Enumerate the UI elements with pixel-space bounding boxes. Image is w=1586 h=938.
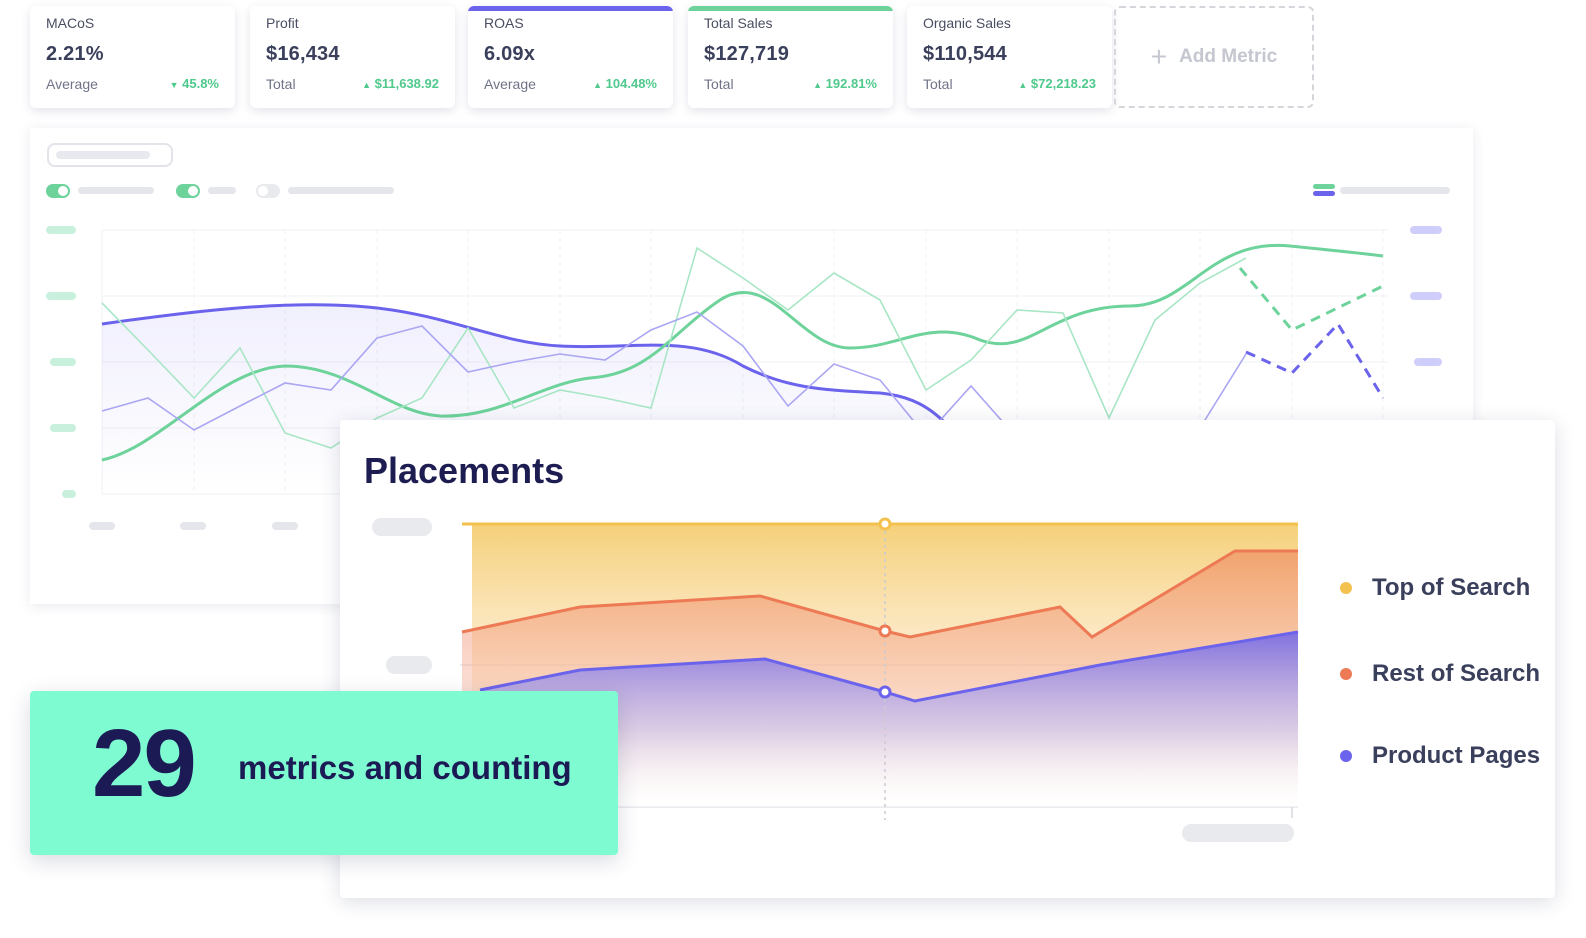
metric-delta: ▼ 45.8% [169,76,219,91]
legend-label: Top of Search [1372,574,1531,601]
plus-icon: + [1150,41,1168,72]
arrow-up-icon: ▲ [813,80,823,90]
metric-sub: Average [484,76,536,92]
legend-label: Product Pages [1372,742,1541,769]
metric-value: $16,434 [266,43,340,65]
legend-dot [1340,582,1352,594]
series-toggle[interactable] [256,184,394,198]
placements-chart [372,517,1299,842]
hover-point[interactable] [878,624,892,638]
arrow-down-icon: ▼ [169,80,179,90]
metric-sub: Total [923,76,953,92]
metric-label: Organic Sales [923,15,1011,31]
legend-item-top-of-search[interactable]: Top of Search [1340,574,1540,602]
legend-dot [1340,668,1352,680]
placements-title: Placements [364,450,565,491]
metric-sub: Total [704,76,734,92]
accent-bar [468,6,673,11]
metric-delta: ▲ $72,218.23 [1018,76,1096,91]
metric-value: 6.09x [484,43,536,65]
metric-delta: ▲ 192.81% [813,76,877,91]
series-toggle[interactable] [46,184,154,198]
legend-dot [1340,750,1352,762]
metric-value: 2.21% [46,43,104,65]
legend-item-rest-of-search[interactable]: Rest of Search [1340,660,1540,688]
metric-value: $110,544 [923,43,1007,65]
hover-point[interactable] [878,517,892,531]
metric-delta: ▲ 104.48% [593,76,657,91]
accent-bar [688,6,893,11]
metric-card-organic-sales[interactable]: Organic Sales $110,544 Total ▲ $72,218.23 [907,6,1112,108]
arrow-up-icon: ▲ [593,80,603,90]
add-metric-button[interactable]: + Add Metric [1114,6,1314,108]
metric-card-total-sales[interactable]: Total Sales $127,719 Total ▲ 192.81% [688,6,893,108]
metrics-count-banner: 29 metrics and counting [30,691,618,855]
metric-delta: ▲ $11,638.92 [362,76,439,91]
metric-card-profit[interactable]: Profit $16,434 Total ▲ $11,638.92 [250,6,455,108]
hover-point[interactable] [878,685,892,699]
metric-card-macos[interactable]: MACoS 2.21% Average ▼ 45.8% [30,6,235,108]
metric-label: Profit [266,15,299,31]
legend-item-product-pages[interactable]: Product Pages [1340,742,1540,770]
metric-sub: Average [46,76,98,92]
metrics-count: 29 [92,710,197,817]
metric-label: MACoS [46,15,95,31]
arrow-up-icon: ▲ [362,80,372,90]
metric-label: Total Sales [704,15,773,31]
series-toggle[interactable] [176,184,236,198]
metric-sub: Total [266,76,296,92]
legend-label: Rest of Search [1372,660,1541,687]
placements-legend: Top of Search Rest of Search Product Pag… [1340,574,1540,828]
metric-value: $127,719 [704,43,790,65]
metrics-count-caption: metrics and counting [238,749,572,786]
title-placeholder [47,143,173,167]
add-metric-label: Add Metric [1179,46,1278,67]
arrow-up-icon: ▲ [1018,80,1028,90]
metric-label: ROAS [484,15,524,31]
metric-card-roas[interactable]: ROAS 6.09x Average ▲ 104.48% [468,6,673,108]
